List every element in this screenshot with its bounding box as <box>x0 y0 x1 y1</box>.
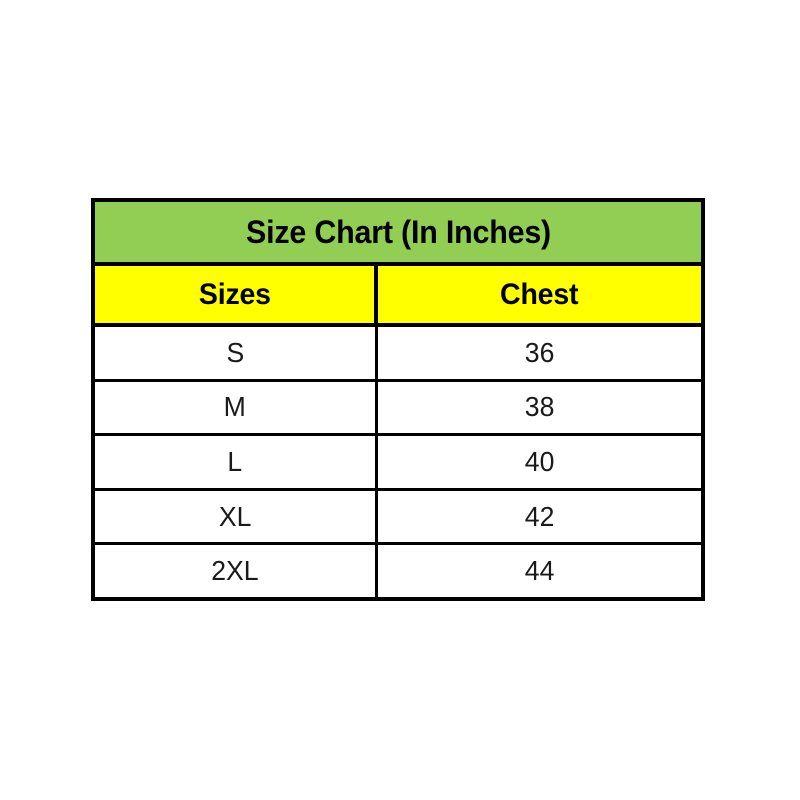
cell-size: M <box>95 381 378 434</box>
cell-chest-value: 36 <box>524 336 555 368</box>
table-row: XL 42 <box>95 490 701 546</box>
column-header-sizes: Sizes <box>95 266 378 323</box>
cell-chest: 40 <box>378 436 701 488</box>
cell-size: XL <box>95 490 378 543</box>
cell-size-value: XL <box>218 500 252 532</box>
size-chart-table: Size Chart (In Inches) Sizes Chest S 36 <box>91 198 705 601</box>
cell-chest: 42 <box>378 491 701 543</box>
cell-chest-value: 38 <box>524 391 555 423</box>
cell-size: S <box>95 327 378 379</box>
table-row: M 38 <box>95 381 701 437</box>
size-chart-title-row: Size Chart (In Inches) <box>95 202 701 266</box>
cell-chest-value: 42 <box>524 500 555 532</box>
table-row: L 40 <box>95 436 701 491</box>
cell-size-value: M <box>223 391 247 423</box>
cell-size: 2XL <box>95 545 378 597</box>
cell-chest: 44 <box>378 545 701 597</box>
column-header-chest: Chest <box>378 266 701 323</box>
cell-size: L <box>95 436 378 488</box>
size-chart-body: S 36 M 38 L 40 <box>95 327 701 597</box>
cell-size-value: 2XL <box>211 555 259 587</box>
column-header-chest-label: Chest <box>500 277 579 311</box>
cell-size-value: L <box>227 445 243 477</box>
table-row: S 36 <box>95 327 701 382</box>
cell-chest: 36 <box>378 327 701 379</box>
cell-chest-value: 40 <box>524 445 555 477</box>
size-chart-header-row: Sizes Chest <box>95 266 701 327</box>
size-chart-title: Size Chart (In Inches) <box>245 214 551 250</box>
column-header-sizes-label: Sizes <box>198 277 271 311</box>
cell-chest-value: 44 <box>524 555 555 587</box>
table-row: 2XL 44 <box>95 545 701 597</box>
cell-size-value: S <box>226 336 244 368</box>
cell-chest: 38 <box>378 382 701 434</box>
